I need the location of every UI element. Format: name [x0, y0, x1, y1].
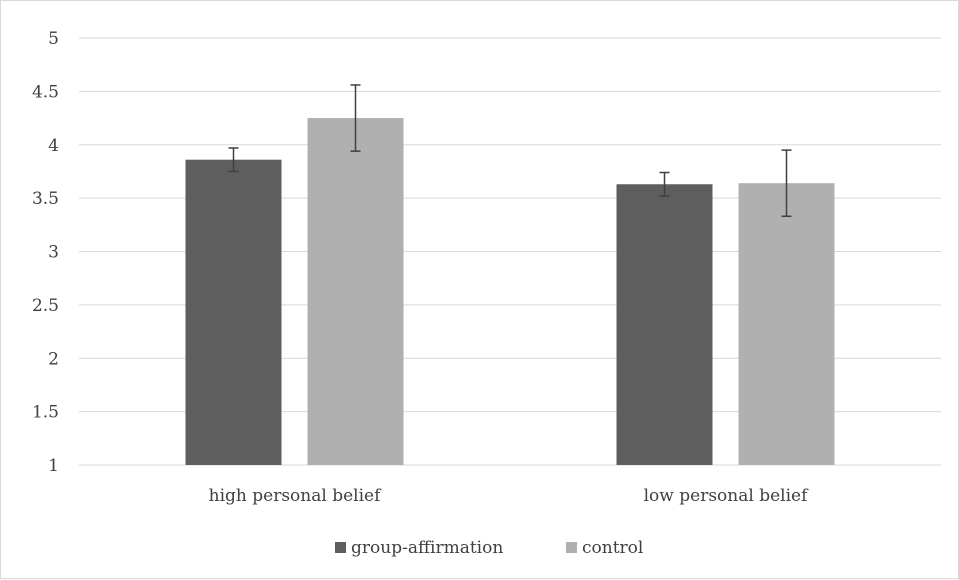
bar-group-affirmation [185, 159, 282, 465]
y-tick-label: 1 [48, 456, 59, 476]
x-category-label: low personal belief [644, 486, 809, 506]
y-tick-label: 4 [48, 136, 59, 156]
y-tick-label: 1.5 [32, 403, 59, 423]
bar-control [307, 118, 404, 465]
legend-label: control [582, 538, 643, 558]
legend-swatch [566, 542, 577, 553]
y-tick-label: 2.5 [32, 296, 59, 316]
legend-swatch [335, 542, 346, 553]
y-tick-label: 3 [48, 243, 59, 263]
y-tick-label: 3.5 [32, 189, 59, 209]
y-tick-label: 4.5 [32, 82, 59, 102]
y-tick-label: 2 [48, 349, 59, 369]
x-category-label: high personal belief [209, 486, 382, 506]
legend-label: group-affirmation [351, 538, 503, 558]
bar-group-affirmation [616, 184, 713, 465]
y-tick-label: 5 [48, 29, 59, 49]
bar-control [738, 183, 835, 465]
